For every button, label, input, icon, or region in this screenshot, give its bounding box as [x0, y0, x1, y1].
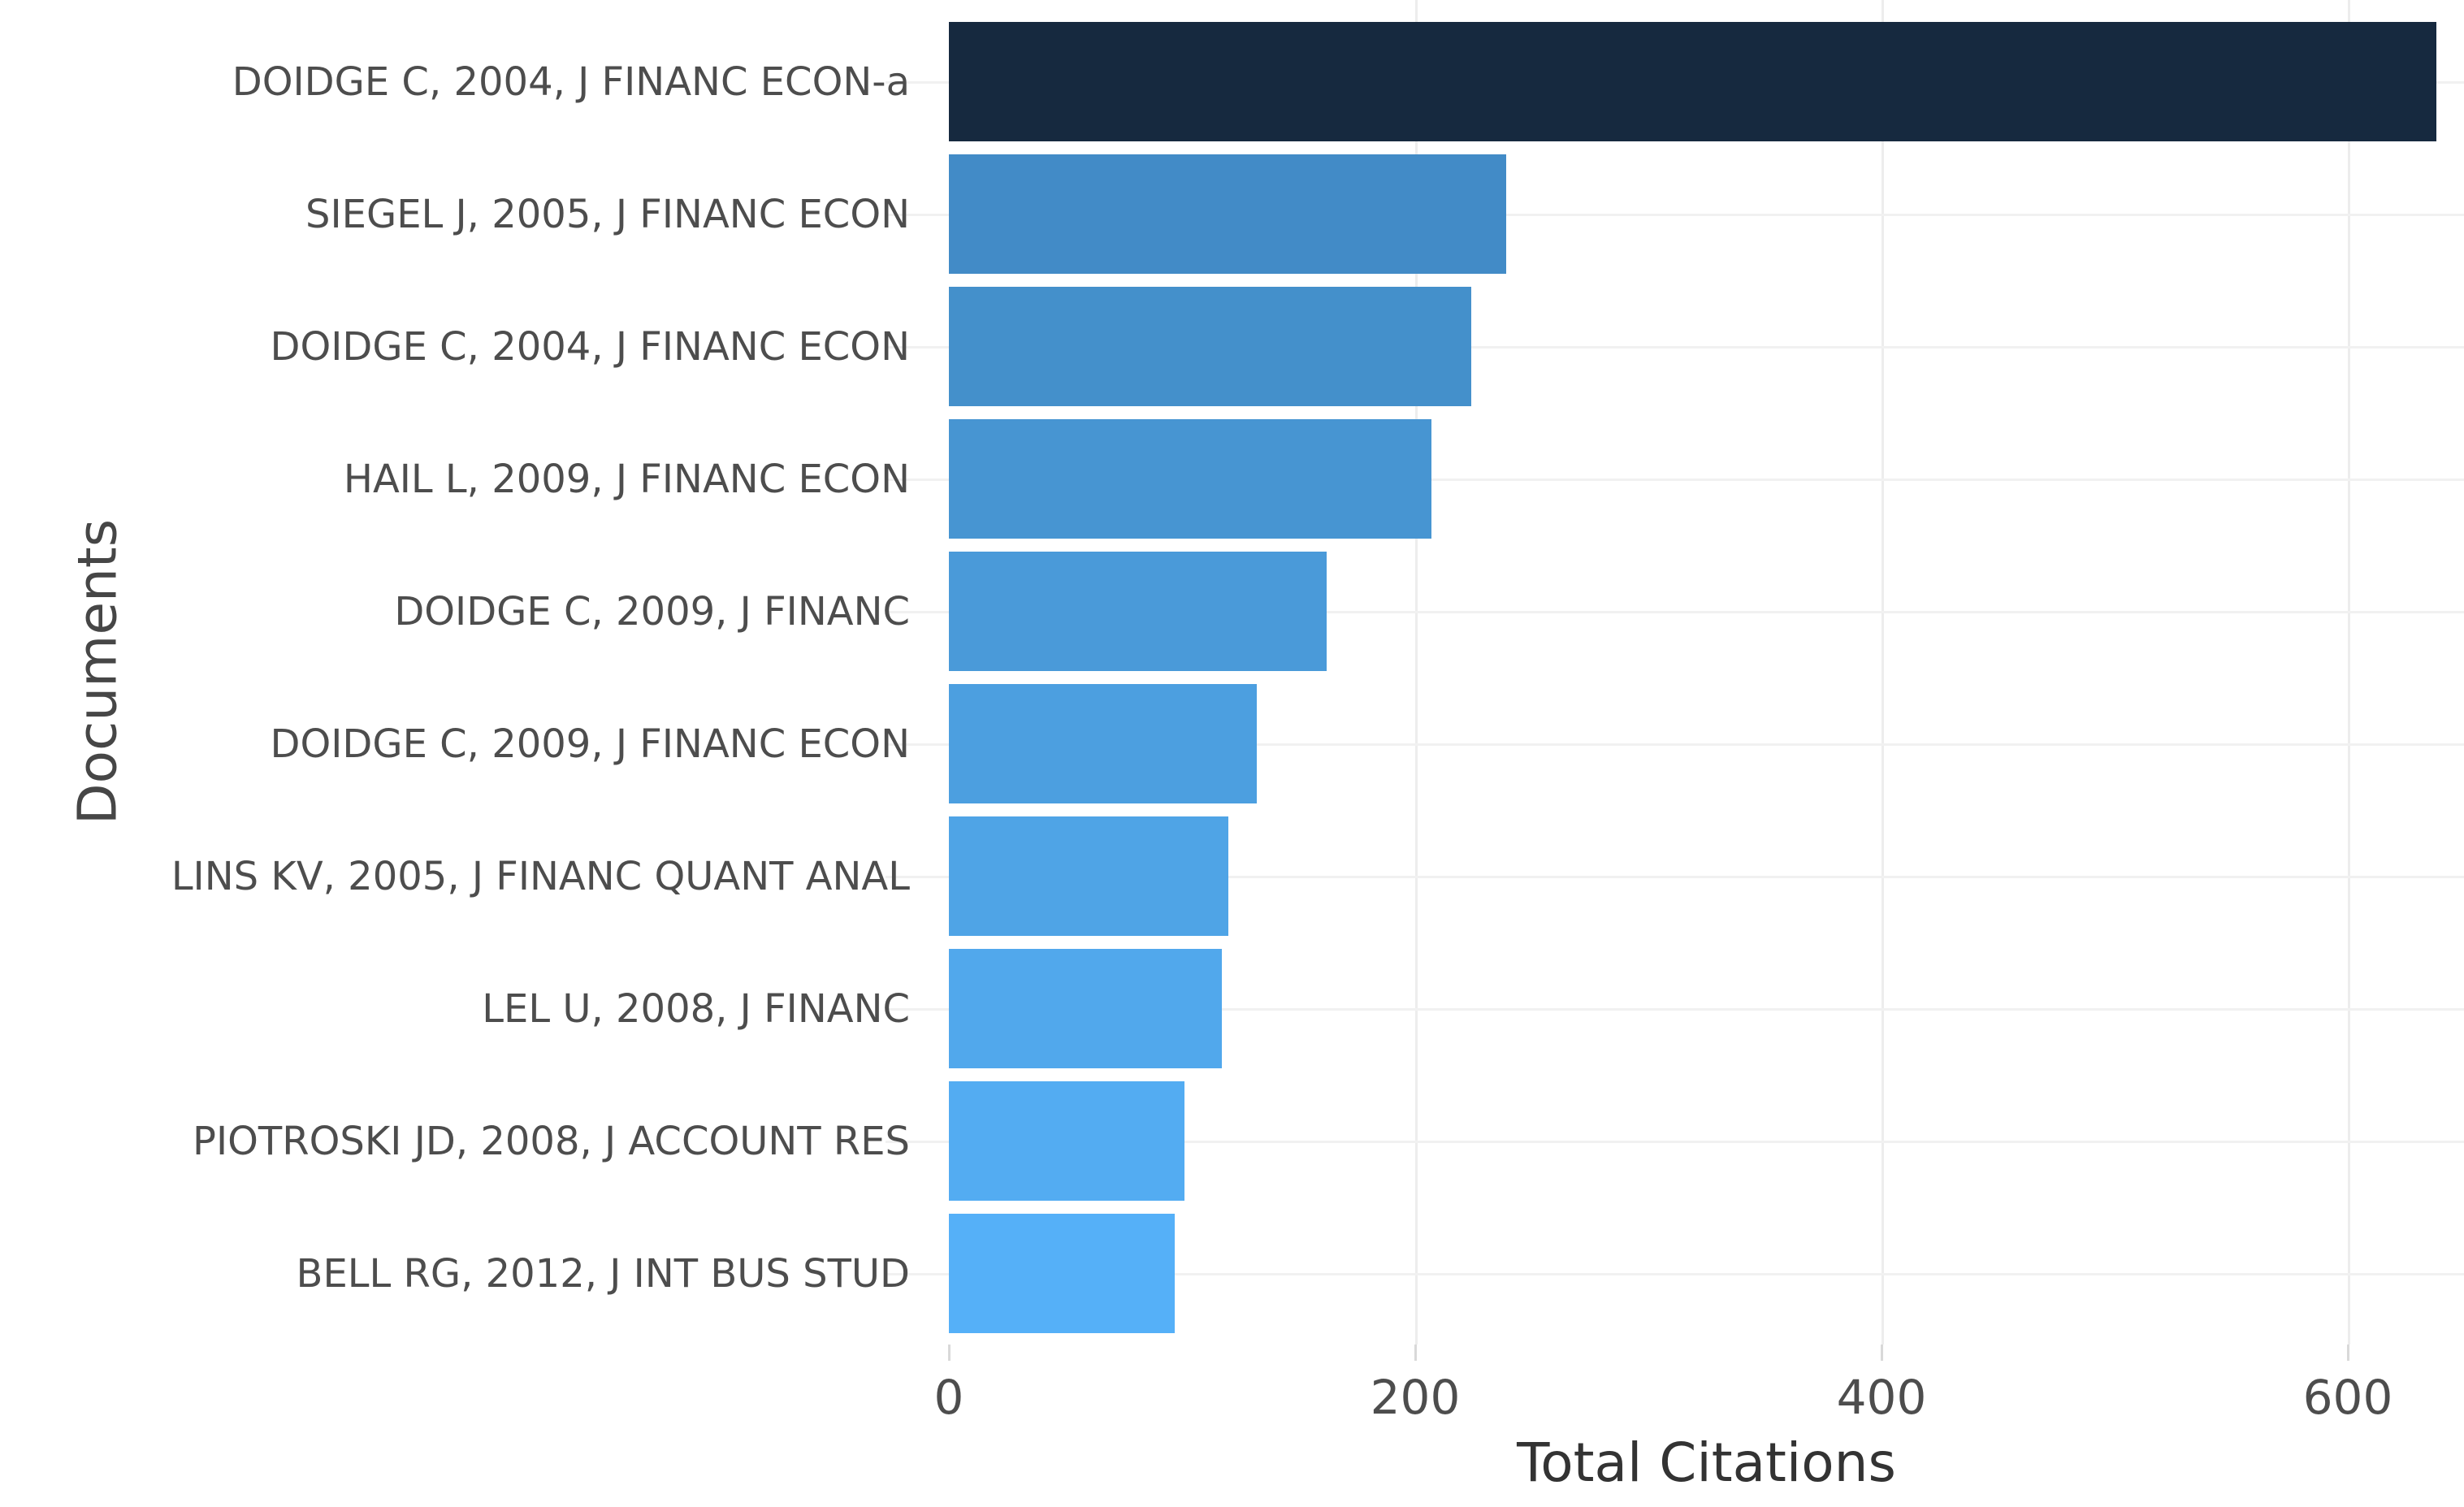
row-guide-line	[886, 1273, 2464, 1275]
x-tick-label-200: 200	[1370, 1370, 1461, 1425]
bar-8[interactable]	[949, 949, 1222, 1068]
x-tick-mark-400	[1881, 1345, 1883, 1361]
gridline-x-200	[1415, 0, 1418, 1345]
bar-4[interactable]	[949, 419, 1431, 539]
bar-3[interactable]	[949, 287, 1471, 406]
row-guide-line	[886, 214, 2464, 216]
x-tick-mark-200	[1414, 1345, 1417, 1361]
y-tick-label-1: DOIDGE C, 2004, J FINANC ECON-a	[232, 59, 910, 105]
x-tick-mark-0	[948, 1345, 951, 1361]
row-guide-line	[886, 611, 2464, 613]
x-tick-label-400: 400	[1836, 1370, 1927, 1425]
y-tick-label-2: SIEGEL J, 2005, J FINANC ECON	[305, 192, 910, 237]
row-guide-line	[886, 743, 2464, 746]
row-guide-line	[886, 1141, 2464, 1143]
bar-2[interactable]	[949, 154, 1506, 274]
y-tick-label-8: LEL U, 2008, J FINANC	[482, 986, 910, 1032]
y-tick-label-10: BELL RG, 2012, J INT BUS STUD	[296, 1251, 910, 1297]
bar-6[interactable]	[949, 684, 1257, 803]
gridline-x-600	[2348, 0, 2350, 1345]
row-guide-line	[886, 346, 2464, 349]
y-tick-label-7: LINS KV, 2005, J FINANC QUANT ANAL	[171, 854, 910, 899]
row-guide-line	[886, 876, 2464, 878]
y-tick-label-9: PIOTROSKI JD, 2008, J ACCOUNT RES	[193, 1119, 910, 1164]
y-tick-label-5: DOIDGE C, 2009, J FINANC	[394, 589, 910, 634]
x-tick-label-600: 600	[2302, 1370, 2393, 1425]
bar-1[interactable]	[949, 22, 2436, 141]
bar-7[interactable]	[949, 816, 1228, 936]
y-axis-title: Documents	[66, 518, 129, 825]
gridline-x-400	[1882, 0, 1884, 1345]
plot-area	[886, 0, 2464, 1345]
row-guide-line	[886, 479, 2464, 481]
row-guide-line	[886, 1008, 2464, 1011]
x-axis-title: Total Citations	[1517, 1431, 1896, 1494]
bar-10[interactable]	[949, 1214, 1175, 1333]
y-tick-label-6: DOIDGE C, 2009, J FINANC ECON	[270, 721, 910, 767]
bar-9[interactable]	[949, 1081, 1184, 1201]
y-tick-label-3: DOIDGE C, 2004, J FINANC ECON	[270, 324, 910, 370]
x-tick-label-0: 0	[933, 1370, 964, 1425]
bar-5[interactable]	[949, 552, 1327, 671]
y-tick-label-4: HAIL L, 2009, J FINANC ECON	[343, 457, 910, 502]
x-tick-mark-600	[2347, 1345, 2349, 1361]
